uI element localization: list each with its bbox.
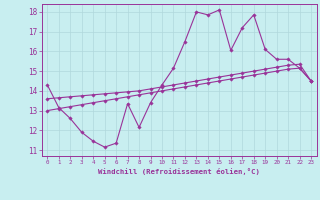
X-axis label: Windchill (Refroidissement éolien,°C): Windchill (Refroidissement éolien,°C) [98, 168, 260, 175]
